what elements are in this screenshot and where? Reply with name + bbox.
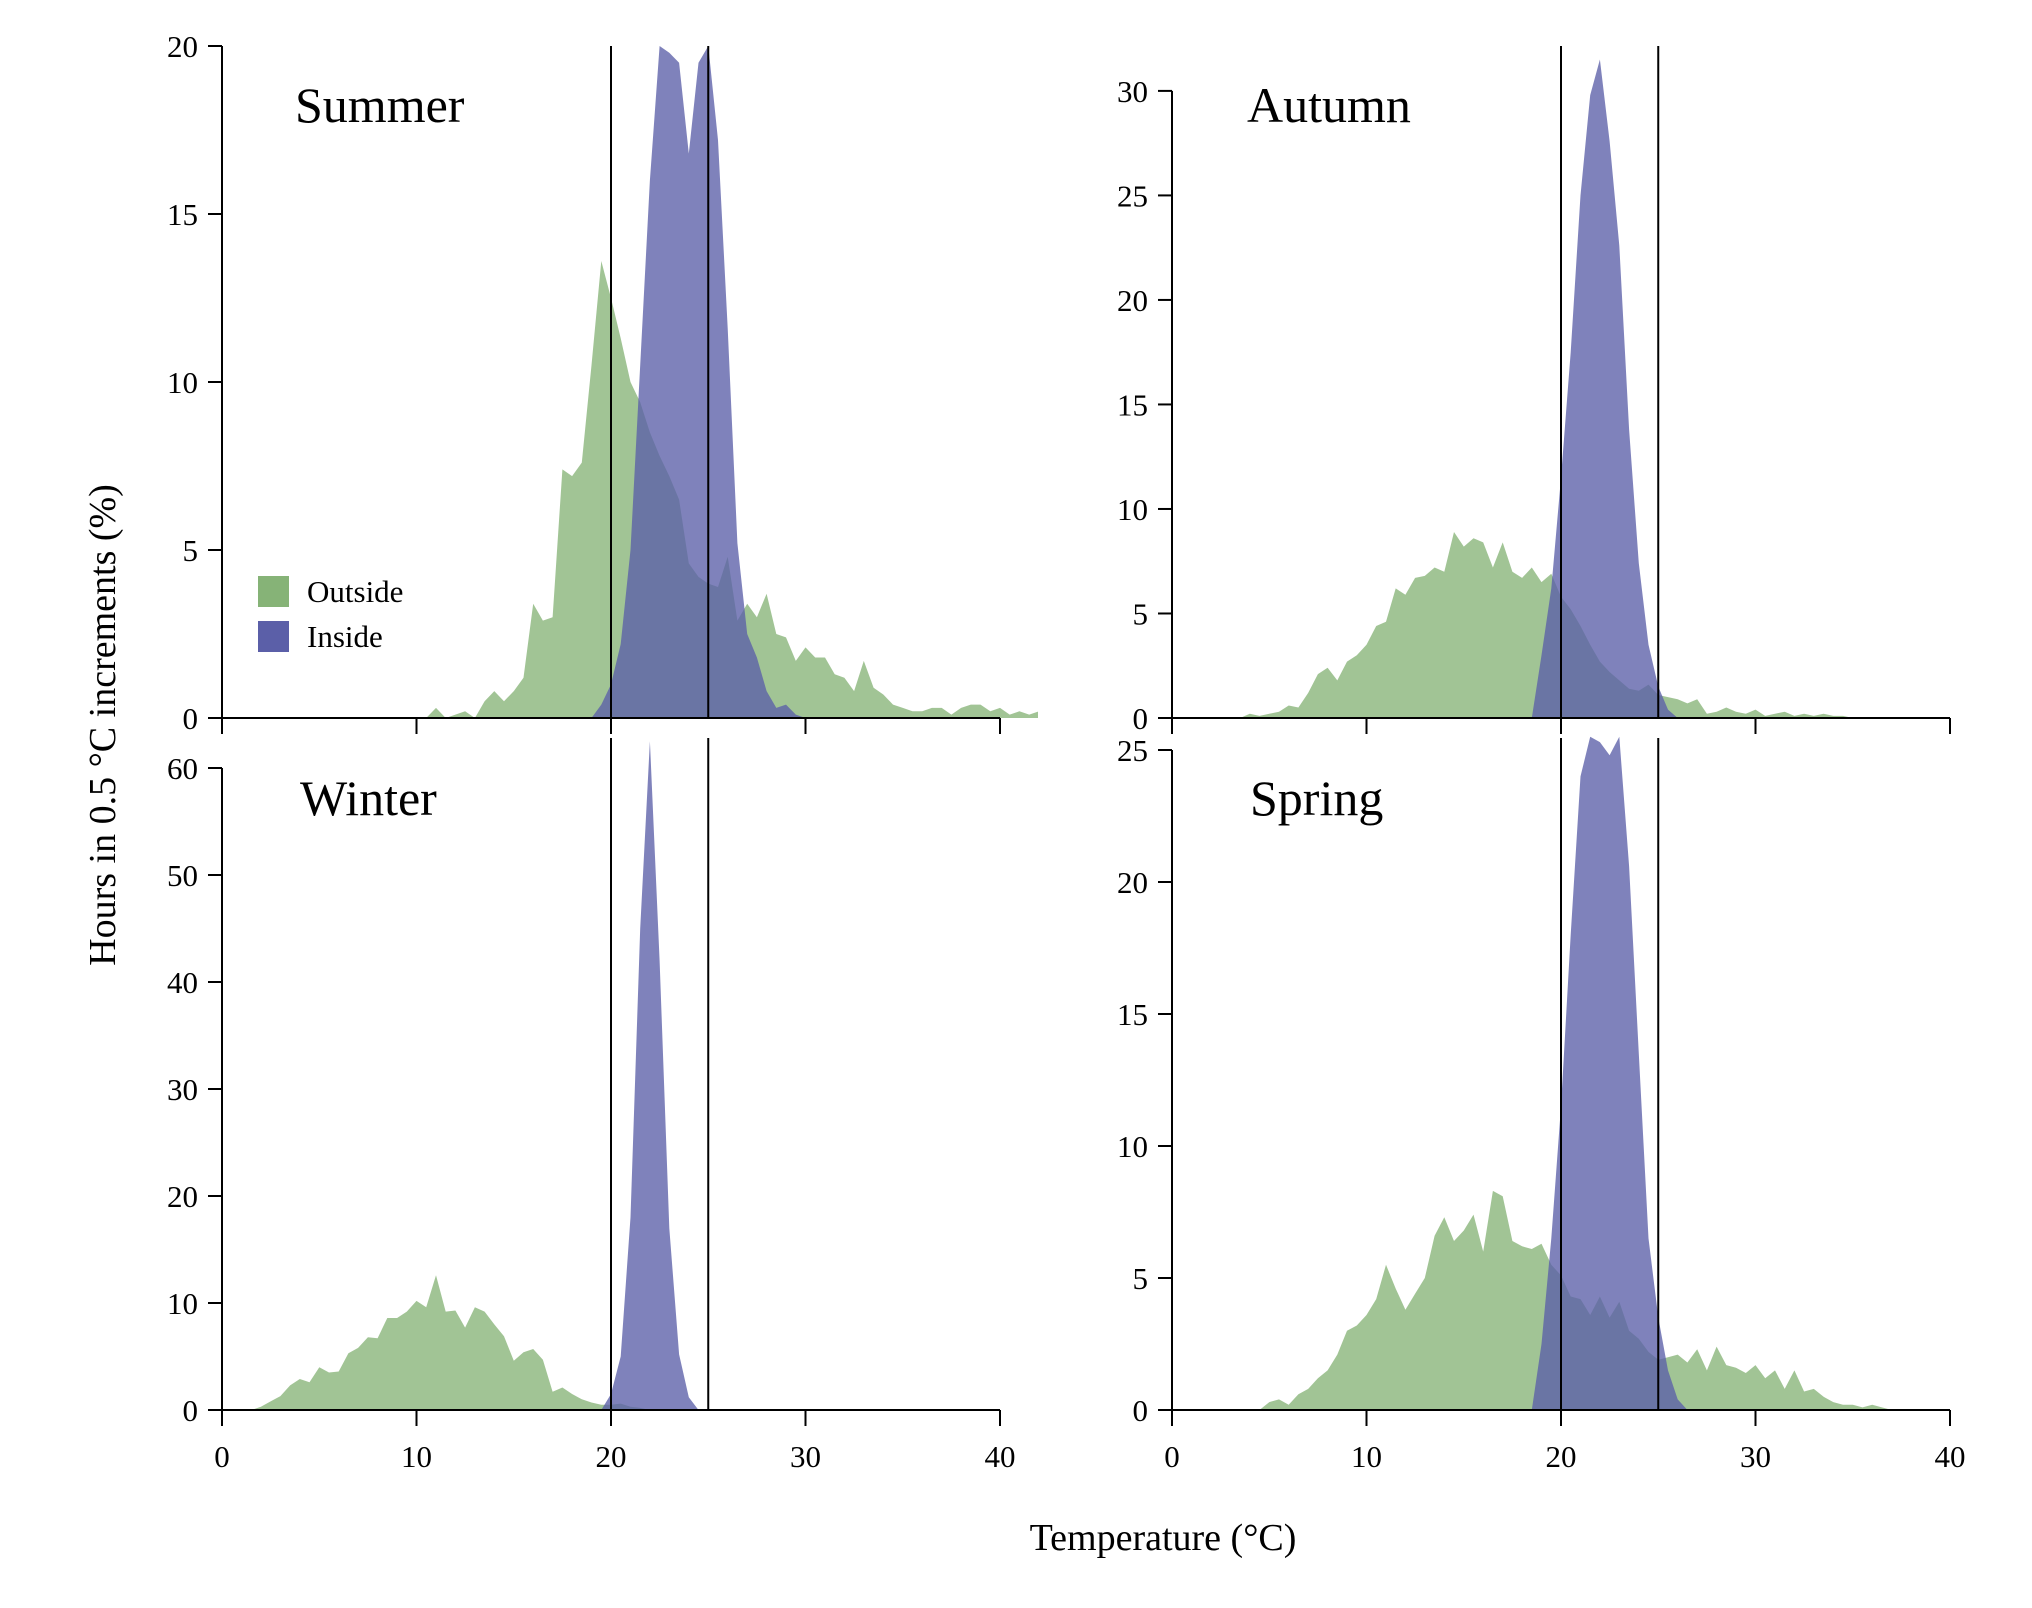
- y-tick-label: 5: [1133, 596, 1149, 631]
- y-axis-title: Hours in 0.5 °C increments (%): [82, 484, 124, 966]
- y-tick-label: 25: [1117, 178, 1148, 213]
- y-tick-label: 0: [1133, 1393, 1149, 1428]
- area-inside: [591, 46, 806, 718]
- y-tick-label: 20: [167, 1179, 198, 1214]
- x-tick-label: 10: [1351, 1439, 1382, 1474]
- panel-title-winter: Winter: [300, 770, 437, 826]
- x-axis-title: Temperature (°C): [1030, 1517, 1297, 1559]
- panel-spring: 0 5 10 15 20 25 0 10 20 30 40 Spring: [1117, 733, 1966, 1474]
- x-tick-label: 0: [214, 1439, 230, 1474]
- y-tick-label: 0: [183, 1393, 199, 1428]
- y-tick-label: 25: [1117, 733, 1148, 768]
- x-tick-label: 30: [1740, 1439, 1771, 1474]
- y-tick-label: 20: [167, 29, 198, 64]
- y-tick-label: 20: [1117, 283, 1148, 318]
- legend: Outside Inside: [258, 574, 403, 654]
- y-tick-label: 15: [1117, 997, 1148, 1032]
- areas: [251, 741, 699, 1410]
- area-outside: [426, 261, 1038, 718]
- x-tick-label: 30: [790, 1439, 821, 1474]
- y-tick-label: 0: [183, 701, 199, 736]
- legend-swatch-outside: [258, 576, 289, 607]
- x-tick-label: 40: [985, 1439, 1016, 1474]
- area-inside: [1531, 736, 1688, 1410]
- legend-label-inside: Inside: [307, 619, 383, 654]
- x-tick-label: 0: [1164, 1439, 1180, 1474]
- area-inside: [1531, 59, 1678, 718]
- x-tick-label: 40: [1935, 1439, 1966, 1474]
- y-tick-label: 5: [1133, 1261, 1149, 1296]
- y-tick-label: 10: [167, 365, 198, 400]
- panel-title-spring: Spring: [1250, 770, 1383, 826]
- panel-summer: 0 5 10 15 20 Summer: [167, 29, 1038, 736]
- y-tick-label: 10: [1117, 1129, 1148, 1164]
- y-tick-label: 10: [1117, 492, 1148, 527]
- panel-title-summer: Summer: [295, 77, 465, 133]
- y-tick-label: 40: [167, 965, 198, 1000]
- y-tick-label: 20: [1117, 865, 1148, 900]
- areas: [426, 46, 1038, 718]
- y-tick-label: 50: [167, 858, 198, 893]
- panel-winter: 0 10 20 30 40 50 60 0 10 20 30 40 Winter: [167, 738, 1016, 1474]
- y-tick-label: 15: [167, 197, 198, 232]
- x-tick-label: 20: [1546, 1439, 1577, 1474]
- y-tick-label: 30: [167, 1072, 198, 1107]
- y-tick-label: 0: [1133, 701, 1149, 736]
- panel-autumn: 0 5 10 15 20 25 30 Autumn: [1117, 46, 1951, 736]
- areas: [1259, 736, 1892, 1410]
- y-tick-label: 10: [167, 1286, 198, 1321]
- x-tick-label: 10: [401, 1439, 432, 1474]
- legend-label-outside: Outside: [307, 574, 403, 609]
- legend-swatch-inside: [258, 621, 289, 652]
- area-inside: [601, 741, 699, 1410]
- area-outside: [251, 1275, 650, 1410]
- x-tick-label: 20: [596, 1439, 627, 1474]
- y-tick-label: 15: [1117, 387, 1148, 422]
- y-tick-label: 5: [183, 533, 199, 568]
- y-tick-label: 30: [1117, 74, 1148, 109]
- panel-title-autumn: Autumn: [1247, 77, 1411, 133]
- y-tick-label: 60: [167, 751, 198, 786]
- areas: [1240, 59, 1853, 718]
